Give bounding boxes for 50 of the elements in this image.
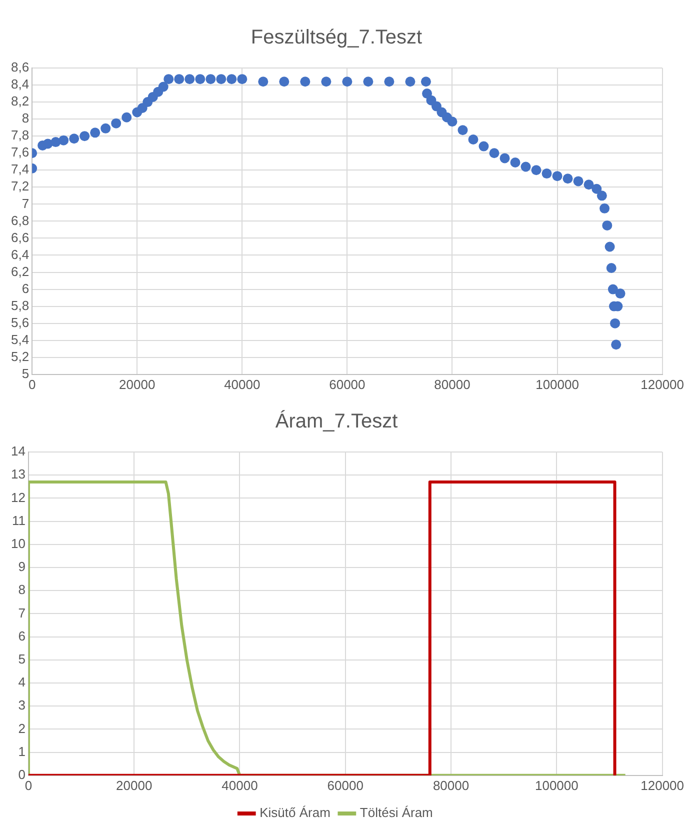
y-tick-label: 6,4 [10, 246, 30, 262]
y-tick-label: 8 [22, 110, 30, 126]
x-tick-label: 80000 [434, 376, 470, 392]
y-tick-label: 5,2 [10, 348, 30, 364]
y-tick-label: 5,8 [10, 298, 30, 313]
y-tick-label: 10 [10, 536, 26, 551]
legend-label: Töltési Áram [360, 805, 433, 820]
y-tick-label: 7,4 [10, 162, 30, 177]
x-tick-label: 80000 [432, 778, 470, 793]
x-tick-label: 40000 [222, 778, 258, 793]
y-tick-label: 7 [18, 605, 26, 620]
x-tick-label: 20000 [116, 778, 152, 793]
y-tick-label: 6,8 [10, 212, 30, 228]
y-tick-label: 7,8 [10, 128, 30, 143]
y-tick-label: 6,2 [10, 264, 30, 279]
y-tick-label: 1 [18, 744, 26, 759]
y-tick-label: 7 [22, 196, 30, 211]
x-tick-label: 120000 [640, 376, 684, 392]
y-tick-label: 3 [18, 698, 26, 713]
y-tick-label: 5 [18, 651, 26, 666]
y-tick-label: 8,2 [10, 94, 30, 109]
y-tick-label: 8,4 [10, 76, 30, 92]
y-tick-label: 5,4 [10, 332, 30, 347]
y-tick-label: 11 [12, 512, 26, 528]
x-tick-label: 120000 [640, 778, 684, 793]
y-tick-label: 13 [10, 466, 26, 482]
x-tick-label: 100000 [534, 778, 578, 793]
y-tick-label: 14 [10, 444, 26, 459]
chart-title: Feszültség_7.Teszt [250, 26, 423, 49]
y-tick-label: 6,6 [10, 230, 30, 245]
chart-title: Áram_7.Teszt [275, 410, 398, 433]
y-tick-label: 4 [18, 674, 26, 690]
y-tick-label: 7,6 [10, 144, 30, 160]
y-tick-label: 2 [18, 720, 26, 736]
y-tick-label: 12 [10, 490, 26, 505]
y-tick-label: 6 [18, 628, 26, 644]
x-tick-label: 40000 [224, 376, 260, 392]
y-tick-label: 5 [22, 366, 30, 381]
x-tick-label: 100000 [536, 376, 579, 392]
legend-label: Kisütő Áram [260, 805, 330, 820]
y-tick-label: 7,2 [10, 178, 30, 194]
x-tick-label: 20000 [119, 376, 156, 392]
y-tick-label: 8,6 [10, 60, 30, 75]
y-tick-label: 6 [22, 280, 30, 296]
y-tick-label: 0 [18, 766, 26, 782]
x-tick-label: 60000 [327, 778, 364, 793]
y-tick-label: 8 [18, 582, 26, 598]
y-tick-label: 9 [18, 559, 26, 574]
x-tick-label: 60000 [329, 376, 366, 392]
y-tick-label: 5,6 [10, 314, 30, 330]
